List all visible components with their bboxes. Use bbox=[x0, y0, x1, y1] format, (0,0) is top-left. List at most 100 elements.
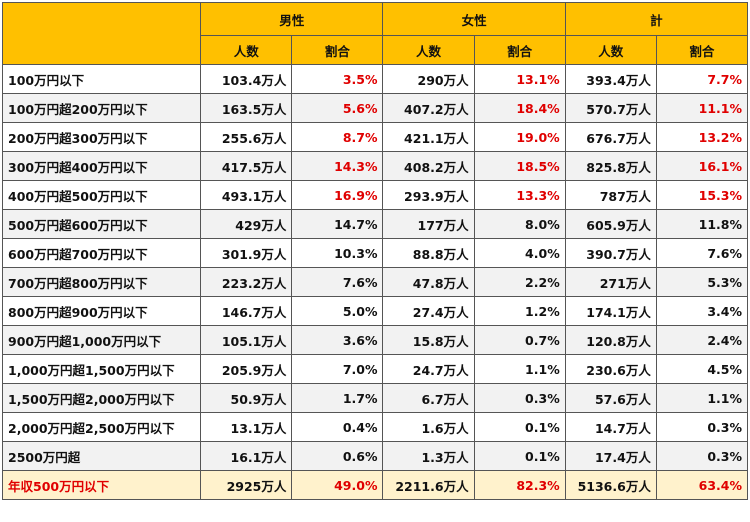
count-cell: 1.6万人 bbox=[382, 412, 475, 442]
count-cell: 301.9万人 bbox=[200, 238, 293, 268]
ratio-cell: 0.3% bbox=[473, 383, 566, 413]
row-label: 800万円超900万円以下 bbox=[1, 296, 202, 326]
ratio-cell: 14.3% bbox=[291, 151, 384, 181]
ratio-cell: 1.7% bbox=[291, 383, 384, 413]
row-label: 100万円超200万円以下 bbox=[1, 93, 202, 123]
count-cell: 146.7万人 bbox=[200, 296, 293, 326]
count-cell: 605.9万人 bbox=[564, 209, 657, 239]
ratio-cell: 1.1% bbox=[473, 354, 566, 384]
ratio-cell: 82.3% bbox=[473, 470, 566, 500]
ratio-cell: 11.8% bbox=[655, 209, 749, 239]
ratio-cell: 3.5% bbox=[291, 64, 384, 94]
ratio-cell: 0.6% bbox=[291, 441, 384, 471]
row-label: 1,500万円超2,000万円以下 bbox=[1, 383, 202, 413]
subheader-row: 人数 割合 人数 割合 人数 割合 bbox=[3, 35, 749, 65]
ratio-cell: 7.6% bbox=[291, 267, 384, 297]
row-label: 900万円超1,000万円以下 bbox=[1, 325, 202, 355]
count-cell: 174.1万人 bbox=[564, 296, 657, 326]
count-cell: 271万人 bbox=[564, 267, 657, 297]
ratio-cell: 19.0% bbox=[473, 122, 566, 152]
count-cell: 13.1万人 bbox=[200, 412, 293, 442]
ratio-cell: 1.1% bbox=[655, 383, 749, 413]
table-row: 900万円超1,000万円以下 105.1万人 3.6% 15.8万人 0.7% 120.… bbox=[1, 325, 749, 355]
corner-cell bbox=[1, 2, 202, 65]
ratio-cell: 0.4% bbox=[291, 412, 384, 442]
count-cell: 6.7万人 bbox=[382, 383, 475, 413]
ratio-cell: 5.0% bbox=[291, 296, 384, 326]
table-row: 700万円超800万円以下 223.2万人 7.6% 47.8万人 2.2% 271万人 5… bbox=[1, 267, 749, 297]
group-header: 計 bbox=[564, 2, 749, 36]
table-row: 100万円超200万円以下 163.5万人 5.6% 407.2万人 18.4% 570.… bbox=[1, 93, 749, 123]
count-cell: 15.8万人 bbox=[382, 325, 475, 355]
count-cell: 5136.6万人 bbox=[564, 470, 657, 500]
row-label: 1,000万円超1,500万円以下 bbox=[1, 354, 202, 384]
count-cell: 17.4万人 bbox=[564, 441, 657, 471]
count-cell: 14.7万人 bbox=[564, 412, 657, 442]
subheader: 人数 bbox=[564, 35, 657, 65]
count-cell: 16.1万人 bbox=[200, 441, 293, 471]
ratio-cell: 7.0% bbox=[291, 354, 384, 384]
ratio-cell: 10.3% bbox=[291, 238, 384, 268]
row-label: 500万円超600万円以下 bbox=[1, 209, 202, 239]
header-row: 男性 女性計 bbox=[1, 2, 749, 65]
count-cell: 676.7万人 bbox=[564, 122, 657, 152]
row-label: 100万円以下 bbox=[1, 64, 202, 94]
count-cell: 255.6万人 bbox=[200, 122, 293, 152]
ratio-cell: 18.4% bbox=[473, 93, 566, 123]
table-body: 100万円以下 103.4万人 3.5% 290万人 13.1% 393.4万人 7.7% 1… bbox=[1, 64, 749, 500]
ratio-cell: 16.9% bbox=[291, 180, 384, 210]
ratio-cell: 14.7% bbox=[291, 209, 384, 239]
row-label: 700万円超800万円以下 bbox=[1, 267, 202, 297]
ratio-cell: 0.7% bbox=[473, 325, 566, 355]
ratio-cell: 8.0% bbox=[473, 209, 566, 239]
subheader: 割合 bbox=[291, 35, 384, 65]
count-cell: 421.1万人 bbox=[382, 122, 475, 152]
ratio-cell: 3.6% bbox=[291, 325, 384, 355]
count-cell: 493.1万人 bbox=[200, 180, 293, 210]
table-row: 1,500万円超2,000万円以下 50.9万人 1.7% 6.7万人 0.3% 57.6… bbox=[1, 383, 749, 413]
group-header: 女性 bbox=[382, 2, 566, 36]
ratio-cell: 2.2% bbox=[473, 267, 566, 297]
count-cell: 205.9万人 bbox=[200, 354, 293, 384]
subheader: 人数 bbox=[382, 35, 475, 65]
count-cell: 88.8万人 bbox=[382, 238, 475, 268]
table-row: 500万円超600万円以下 429万人 14.7% 177万人 8.0% 605.9万人 1… bbox=[1, 209, 749, 239]
row-label: 200万円超300万円以下 bbox=[1, 122, 202, 152]
count-cell: 787万人 bbox=[564, 180, 657, 210]
table-row: 2500万円超 16.1万人 0.6% 1.3万人 0.1% 17.4万人 0.3% bbox=[1, 441, 749, 471]
count-cell: 2925万人 bbox=[200, 470, 293, 500]
table-row: 100万円以下 103.4万人 3.5% 290万人 13.1% 393.4万人 7.7% bbox=[1, 64, 749, 94]
ratio-cell: 1.2% bbox=[473, 296, 566, 326]
table-header: 男性 女性計人数 割合 人数 割合 人数 割合 bbox=[1, 2, 749, 65]
count-cell: 24.7万人 bbox=[382, 354, 475, 384]
count-cell: 1.3万人 bbox=[382, 441, 475, 471]
count-cell: 47.8万人 bbox=[382, 267, 475, 297]
count-cell: 27.4万人 bbox=[382, 296, 475, 326]
group-header: 男性 bbox=[200, 2, 384, 36]
subheader: 人数 bbox=[200, 35, 293, 65]
row-label: 年収500万円以下 bbox=[1, 470, 202, 500]
row-label: 600万円超700万円以下 bbox=[1, 238, 202, 268]
count-cell: 120.8万人 bbox=[564, 325, 657, 355]
count-cell: 290万人 bbox=[382, 64, 475, 94]
ratio-cell: 63.4% bbox=[655, 470, 749, 500]
ratio-cell: 16.1% bbox=[655, 151, 749, 181]
table-row: 200万円超300万円以下 255.6万人 8.7% 421.1万人 19.0% 676.… bbox=[1, 122, 749, 152]
table-row: 2,000万円超2,500万円以下 13.1万人 0.4% 1.6万人 0.1% 14.7… bbox=[1, 412, 749, 442]
count-cell: 393.4万人 bbox=[564, 64, 657, 94]
table-row: 300万円超400万円以下 417.5万人 14.3% 408.2万人 18.5% 825… bbox=[1, 151, 749, 181]
table-row: 600万円超700万円以下 301.9万人 10.3% 88.8万人 4.0% 390.7… bbox=[1, 238, 749, 268]
ratio-cell: 15.3% bbox=[655, 180, 749, 210]
count-cell: 408.2万人 bbox=[382, 151, 475, 181]
row-label: 2500万円超 bbox=[1, 441, 202, 471]
ratio-cell: 11.1% bbox=[655, 93, 749, 123]
count-cell: 57.6万人 bbox=[564, 383, 657, 413]
table-row: 年収500万円以下 2925万人 49.0% 2211.6万人 82.3% 5136.6万… bbox=[1, 470, 749, 500]
ratio-cell: 0.3% bbox=[655, 412, 749, 442]
ratio-cell: 0.3% bbox=[655, 441, 749, 471]
count-cell: 230.6万人 bbox=[564, 354, 657, 384]
ratio-cell: 8.7% bbox=[291, 122, 384, 152]
count-cell: 177万人 bbox=[382, 209, 475, 239]
count-cell: 390.7万人 bbox=[564, 238, 657, 268]
